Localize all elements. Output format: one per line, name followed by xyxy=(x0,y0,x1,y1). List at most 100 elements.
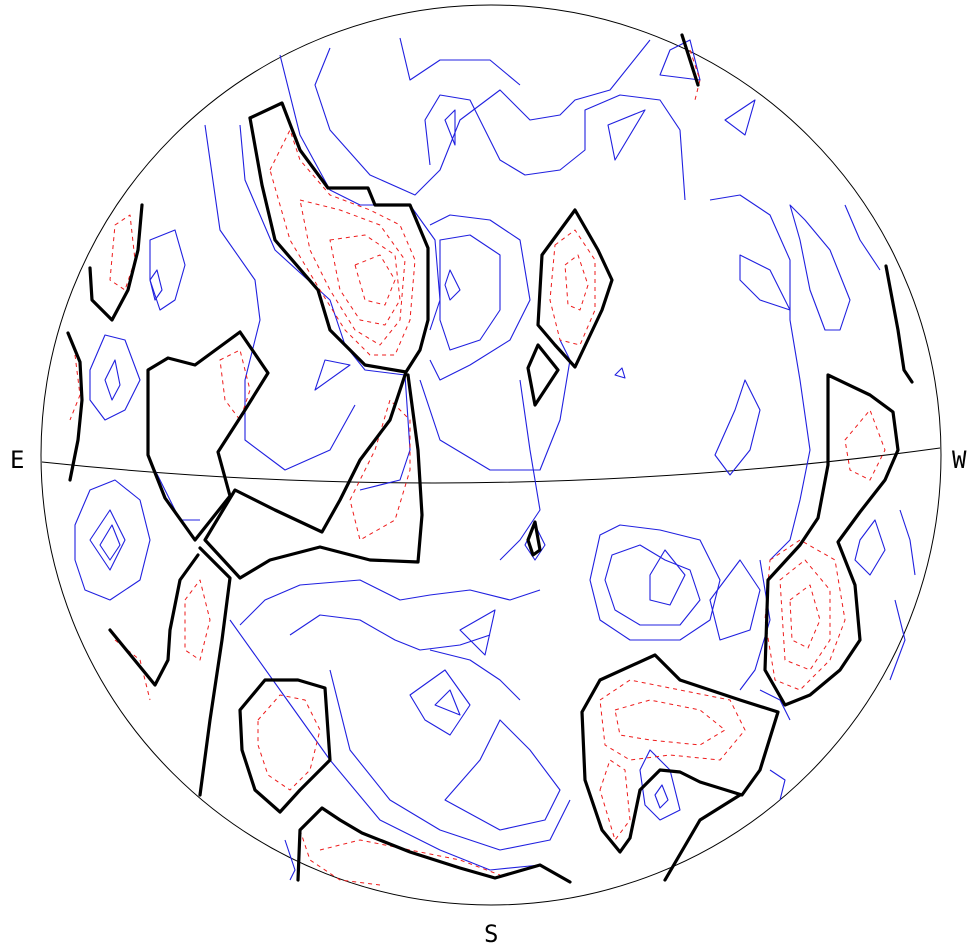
positive-contour xyxy=(279,54,441,331)
zero-contour xyxy=(763,373,900,707)
positive-contour xyxy=(239,124,411,491)
positive-contour xyxy=(399,37,521,86)
zero-contour xyxy=(198,546,232,797)
negative-contour xyxy=(329,234,401,326)
positive-contour xyxy=(589,524,721,641)
positive-contour xyxy=(154,469,200,521)
zero-contour xyxy=(296,806,572,884)
negative-contour xyxy=(269,129,416,356)
negative-contour xyxy=(219,349,251,421)
positive-contour xyxy=(99,524,121,561)
positive-contour xyxy=(709,559,761,641)
positive-contour xyxy=(329,669,571,851)
zero-contour xyxy=(680,33,700,87)
positive-contour xyxy=(444,269,461,301)
positive-contour xyxy=(789,204,851,331)
negative-contour xyxy=(184,579,211,661)
compass-labels: E W S xyxy=(10,446,967,948)
positive-contour xyxy=(614,367,626,379)
negative-contour xyxy=(614,699,726,746)
zero-contour xyxy=(88,203,144,322)
positive-contour xyxy=(499,379,541,561)
negative-contour xyxy=(257,694,321,791)
zero-contour xyxy=(884,264,914,384)
positive-contour xyxy=(724,99,756,136)
positive-contour xyxy=(769,769,786,801)
positive-contour xyxy=(709,194,811,561)
positive-contour xyxy=(854,519,886,576)
globe-outline xyxy=(40,4,942,906)
positive-contour xyxy=(409,669,471,736)
zero-contour xyxy=(663,793,742,882)
zero-contour xyxy=(66,331,84,482)
positive-contour xyxy=(74,479,151,601)
positive-contour xyxy=(439,234,501,351)
globe-frame xyxy=(40,4,942,906)
positive-contour xyxy=(424,94,686,201)
positive-contour xyxy=(899,509,916,576)
zero-contour xyxy=(526,343,560,407)
negative-contour xyxy=(319,839,501,876)
negative-contour xyxy=(349,399,411,541)
negative-contour xyxy=(549,229,596,346)
negative-contour xyxy=(299,829,381,886)
positive-contour xyxy=(89,509,126,571)
positive-contour xyxy=(714,379,761,476)
negative-contour xyxy=(689,49,701,101)
positive-contour xyxy=(844,204,881,271)
positive-contour xyxy=(889,599,906,681)
positive-contour xyxy=(284,839,296,881)
equator-line xyxy=(41,447,941,484)
zero-contour xyxy=(526,520,542,557)
negative-contour xyxy=(844,409,886,481)
positive-contour xyxy=(314,359,351,391)
positive-contour xyxy=(739,559,771,691)
negative-contour xyxy=(599,759,631,841)
positive-contour xyxy=(649,549,686,606)
positive-contour xyxy=(104,359,121,401)
negative-contour xyxy=(779,559,831,671)
positive-contour xyxy=(607,109,646,161)
positive-contour xyxy=(419,339,571,471)
negative-contour xyxy=(299,199,406,346)
east-label: E xyxy=(10,446,24,474)
zero-contour xyxy=(203,101,430,580)
positive-contours xyxy=(74,37,916,881)
negative-contour xyxy=(564,254,589,311)
positive-contour xyxy=(429,214,531,381)
zero-contour xyxy=(108,553,200,687)
positive-contour xyxy=(639,749,681,821)
positive-contour xyxy=(739,254,791,311)
positive-contour xyxy=(149,229,186,311)
positive-contour xyxy=(444,719,561,831)
positive-contour xyxy=(239,579,541,626)
positive-contour xyxy=(654,784,669,809)
zero-contour xyxy=(238,678,332,814)
positive-contour xyxy=(759,689,791,721)
positive-contour xyxy=(289,614,491,651)
west-label: W xyxy=(952,446,967,474)
zero-contour xyxy=(536,208,614,369)
positive-contour xyxy=(434,689,461,716)
zero-contour xyxy=(580,653,780,854)
positive-contour xyxy=(149,269,163,301)
negative-contour xyxy=(354,254,396,306)
positive-contour xyxy=(604,544,701,626)
positive-contour xyxy=(444,109,456,146)
positive-contour xyxy=(459,609,496,656)
negative-contour xyxy=(764,539,846,691)
south-label: S xyxy=(484,920,498,948)
negative-contour xyxy=(789,584,821,649)
negative-contour xyxy=(599,679,746,761)
zero-contour xyxy=(248,116,408,374)
negative-contour xyxy=(109,214,136,291)
positive-contour xyxy=(229,619,541,871)
negative-contour xyxy=(69,354,81,421)
positive-contour xyxy=(89,334,141,421)
positive-contour xyxy=(314,39,651,196)
zero-contour xyxy=(146,330,270,542)
zero-contours xyxy=(66,33,914,884)
positive-contour xyxy=(429,649,521,701)
positive-contour xyxy=(204,124,356,471)
